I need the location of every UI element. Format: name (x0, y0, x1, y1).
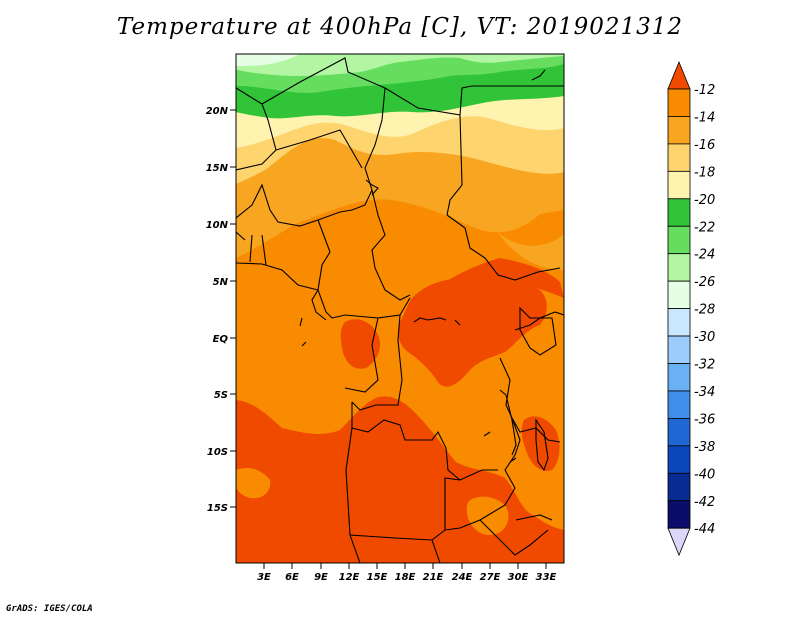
border-path-v (535, 418, 549, 472)
border-path-j (446, 214, 561, 281)
lat-label: 15N (206, 163, 229, 174)
border-path-g (236, 231, 267, 266)
lat-label: 15S (207, 503, 228, 514)
lat-labels: 20N 15N 10N 5N EQ 5S 10S 15S (206, 106, 229, 514)
border-path-e (275, 129, 363, 169)
border-path-a (236, 87, 277, 171)
lat-label: 10S (207, 447, 228, 458)
lon-label: 27E (480, 572, 501, 583)
lat-label: 5S (214, 390, 228, 401)
colorbar-swatch (667, 445, 691, 474)
field-blob-minus14-ne (445, 258, 564, 298)
lon-ticks (263, 563, 547, 569)
field-band-minus30 (236, 54, 300, 66)
colorbar-label: -32 (694, 358, 715, 373)
lon-label: 6E (285, 572, 299, 583)
lon-label: 33E (536, 572, 557, 583)
border-path-x (365, 179, 379, 196)
border-path-k (344, 317, 379, 393)
temperature-field (236, 54, 564, 563)
lat-label: 5N (213, 277, 229, 288)
border-path-s (236, 262, 319, 291)
lat-label: 20N (206, 106, 229, 117)
border-path-r (349, 519, 549, 563)
colorbar-swatch (667, 143, 691, 172)
colorbar-label: -42 (694, 495, 715, 510)
lon-label: 15E (367, 572, 388, 583)
colorbar-swatch (667, 280, 691, 309)
border-path-b (261, 57, 463, 216)
lon-label: 24E (452, 572, 473, 583)
lon-label: 21E (423, 572, 444, 583)
colorbar-label: -16 (694, 138, 715, 153)
colorbar-swatch (667, 116, 691, 145)
colorbar-label: -26 (694, 275, 715, 290)
coastline-islands (299, 317, 517, 463)
chart-title: Temperature at 400hPa [C], VT: 201902131… (116, 14, 684, 40)
colorbar-label: -34 (694, 385, 715, 400)
colorbar-label: -38 (694, 440, 715, 455)
colorbar-bottom-arrow (667, 527, 691, 557)
colorbar-label: -22 (694, 220, 715, 235)
lat-label: EQ (213, 334, 229, 345)
border-path-f (236, 183, 373, 227)
lat-label: 10N (206, 220, 229, 231)
colorbar-swatch (667, 417, 691, 447)
colorbar-top-arrow (667, 60, 691, 90)
border-path-w (515, 514, 553, 521)
field-blob-minus14-east-strip (521, 416, 560, 471)
colorbar-label: -20 (694, 193, 715, 208)
field-band-minus18-east (498, 232, 564, 270)
lon-label: 3E (257, 572, 271, 583)
country-borders (236, 57, 564, 563)
colorbar-swatch (667, 363, 691, 392)
colorbar-label: -44 (694, 522, 715, 537)
colorbar-swatch (667, 500, 691, 529)
colorbar-swatch (667, 225, 691, 255)
border-path-y (531, 69, 546, 81)
map-frame (235, 53, 565, 564)
colorbar-swatch (667, 253, 691, 282)
colorbar-label: -12 (694, 83, 715, 98)
field-blob-minus14-central (398, 276, 547, 387)
colorbar-label: -18 (694, 165, 715, 180)
lat-ticks (230, 109, 236, 508)
border-path-d (364, 87, 411, 301)
border-path-u (499, 389, 517, 456)
colorbar-swatch (667, 198, 691, 227)
border-path-l (351, 314, 403, 411)
lon-label: 12E (339, 572, 360, 583)
colorbar-swatch (667, 472, 691, 502)
colorbar-label: -24 (694, 248, 715, 263)
colorbar-swatch (667, 170, 691, 200)
field-band-minus28 (236, 54, 564, 76)
border-path-c (459, 85, 564, 116)
colorbar-swatch (667, 390, 691, 419)
colorbar-label: -30 (694, 330, 715, 345)
field-blob-minus16-west-gap (236, 468, 271, 499)
border-path-m (444, 357, 521, 531)
border-path-t (519, 306, 557, 356)
lon-label: 9E (314, 572, 328, 583)
border-path-h (317, 219, 333, 319)
colorbar-label: -28 (694, 303, 715, 318)
colorbar-swatch (667, 88, 691, 117)
colorbar-label: -36 (694, 412, 715, 427)
colorbar-swatch (667, 308, 691, 337)
colorbar-label: -14 (694, 110, 715, 125)
lon-labels: 3E 6E 9E 12E 15E 18E 21E 24E 27E 30E 33E (257, 572, 556, 583)
colorbar: -12 -14 -16 -18 -20 -22 -24 -26 -28 -30 -32 -34 -36 -… (667, 60, 715, 557)
border-path-q (345, 427, 461, 541)
lon-label: 30E (508, 572, 529, 583)
field-blob-minus14-cameroon (340, 319, 381, 369)
colorbar-label: -40 (694, 467, 715, 482)
lon-label: 18E (395, 572, 416, 583)
colorbar-swatch (667, 335, 691, 364)
grads-credit: GrADS: IGES/COLA (6, 604, 93, 614)
border-path-z (311, 289, 327, 321)
